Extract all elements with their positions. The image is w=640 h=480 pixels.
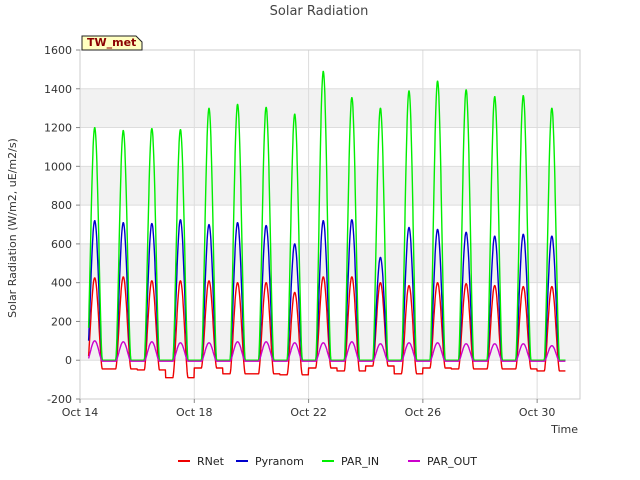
y-tick-label: 400 [51,277,72,290]
series-lines [87,70,566,379]
y-tick-label: -200 [47,393,72,406]
y-tick-label: 200 [51,315,72,328]
plot-frame [79,49,581,400]
plot-band [80,166,580,206]
y-tick-label: 800 [51,199,72,212]
x-tick-label: Oct 18 [176,406,213,419]
y-tick-label: 600 [51,238,72,251]
y-tick-label: 1000 [44,160,72,173]
y-axis-ticks: -200 0 200 400 600 800 1000 1200 1400 1600 [44,44,80,406]
station-badge-box [81,35,143,51]
series-line-rnet [87,276,566,379]
x-tick-label: Oct 22 [290,406,327,419]
y-tick-label: 0 [65,354,72,367]
station-badge: TW_met [81,35,143,51]
legend: RNet Pyranom PAR_IN PAR_OUT [178,455,477,468]
y-axis-label: Solar Radiation (W/m2, uE/m2/s) [6,138,19,318]
station-badge-label: TW_met [87,36,136,49]
series-line-par-in [87,70,566,361]
x-tick-label: Oct 30 [519,406,556,419]
y-tick-label: 1400 [44,83,72,96]
series-line-par-out [87,340,566,362]
legend-label: PAR_OUT [427,455,477,468]
x-tick-label: Oct 14 [62,406,99,419]
y-tick-label: 1200 [44,122,72,135]
x-axis-label: Time [550,423,578,436]
legend-label: PAR_IN [341,455,379,468]
legend-label: RNet [197,455,225,468]
y-tick-label: 1600 [44,44,72,57]
chart-title: Solar Radiation [270,4,369,19]
x-axis-ticks: Oct 14 Oct 18 Oct 22 Oct 26 Oct 30 [62,399,556,419]
x-tick-label: Oct 26 [405,406,442,419]
plot-band [80,88,580,128]
legend-label: Pyranom [255,455,304,468]
